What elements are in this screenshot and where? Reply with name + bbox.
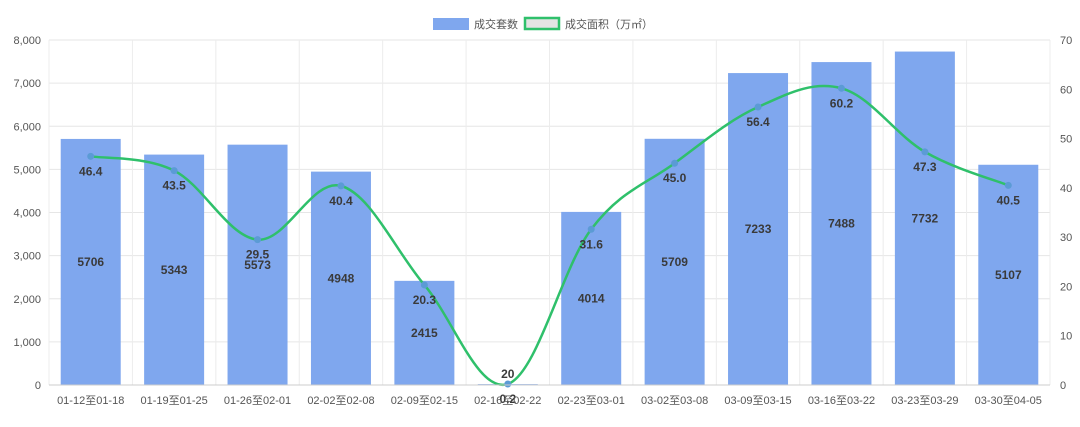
legend-label-line[interactable]: 成交面积（万㎡） <box>565 17 653 31</box>
line-point <box>587 225 595 233</box>
y-right-tick-label: 30 <box>1060 232 1072 244</box>
line-value-label: 20.3 <box>413 293 437 307</box>
bar <box>144 154 205 385</box>
line-point <box>337 182 345 190</box>
line-point <box>837 84 845 92</box>
line-value-label: 31.6 <box>580 237 604 251</box>
bar <box>978 164 1039 385</box>
legend-swatch-bar[interactable] <box>433 18 469 30</box>
bar-value-label: 5706 <box>77 255 104 269</box>
bar <box>60 138 121 385</box>
line-point <box>504 380 512 388</box>
axes: 0 1,000 2,000 3,000 4,000 5,000 6,000 7,000 8,00… <box>13 35 1072 407</box>
x-tick-label: 03-30至04-05 <box>975 395 1042 407</box>
line-value-label: 45.0 <box>663 171 687 185</box>
line-value-label: 40.5 <box>997 193 1021 207</box>
x-tick-label: 02-16至02-22 <box>474 395 541 407</box>
bar-value-label: 5343 <box>161 263 188 277</box>
y-right-tick-label: 40 <box>1060 183 1072 195</box>
bar <box>227 144 288 385</box>
line-value-label: 47.3 <box>913 160 937 174</box>
line-point <box>1004 181 1012 189</box>
y-right-tick-label: 20 <box>1060 281 1072 293</box>
bar-value-label: 2415 <box>411 326 438 340</box>
line-value-label: 0.2 <box>499 392 516 406</box>
data-labels: 5706 5343 5573 4948 2415 20 4014 5709 7233 7488 77… <box>77 96 1022 406</box>
line-point <box>754 103 762 111</box>
line-value-label: 40.4 <box>329 194 353 208</box>
line-value-label: 46.4 <box>79 164 103 178</box>
x-tick-label: 03-02至03-08 <box>641 395 708 407</box>
x-tick-label: 02-23至03-01 <box>558 395 625 407</box>
bar-value-label: 20 <box>501 367 515 381</box>
y-left-tick-label: 7,000 <box>13 78 41 90</box>
line-point <box>671 159 679 167</box>
line-point <box>170 167 178 175</box>
line-series <box>87 84 1012 388</box>
x-tick-label: 01-26至02-01 <box>224 395 291 407</box>
y-right-tick-label: 70 <box>1060 35 1072 47</box>
line-point <box>420 281 428 289</box>
x-tick-label: 03-09至03-15 <box>724 395 791 407</box>
y-left-tick-label: 4,000 <box>13 208 41 220</box>
y-right-tick-label: 0 <box>1060 380 1066 392</box>
bar <box>561 211 622 385</box>
legend-label-bar[interactable]: 成交套数 <box>474 17 518 31</box>
y-left-tick-label: 6,000 <box>13 121 41 133</box>
bar <box>728 73 789 385</box>
bar-value-label: 7233 <box>745 222 772 236</box>
x-tick-label: 01-19至01-25 <box>140 395 207 407</box>
bar <box>394 280 455 385</box>
bar-value-label: 7732 <box>912 211 939 225</box>
x-tick-label: 02-09至02-15 <box>391 395 458 407</box>
line-point <box>87 152 95 160</box>
y-left-tick-label: 8,000 <box>13 35 41 47</box>
bar-value-label: 5573 <box>244 258 271 272</box>
y-left-tick-label: 0 <box>35 380 41 392</box>
bar <box>310 171 371 385</box>
y-right-tick-label: 60 <box>1060 84 1072 96</box>
line-point <box>254 236 262 244</box>
y-right-tick-label: 10 <box>1060 331 1072 343</box>
y-left-tick-label: 3,000 <box>13 251 41 263</box>
x-tick-label: 01-12至01-18 <box>57 395 124 407</box>
bar <box>811 62 872 386</box>
bar-value-label: 5107 <box>995 268 1022 282</box>
line-value-label: 60.2 <box>830 96 854 110</box>
y-left-tick-label: 1,000 <box>13 337 41 349</box>
line-point <box>921 148 929 156</box>
y-right-tick-label: 50 <box>1060 134 1072 146</box>
line-value-label: 29.5 <box>246 248 270 262</box>
bar <box>644 138 705 385</box>
x-tick-label: 03-16至03-22 <box>808 395 875 407</box>
legend[interactable]: 成交套数 成交面积（万㎡） <box>433 16 653 31</box>
y-left-tick-label: 5,000 <box>13 164 41 176</box>
bar-value-label: 4014 <box>578 291 605 305</box>
x-tick-label: 02-02至02-08 <box>307 395 374 407</box>
bar <box>894 51 955 386</box>
x-tick-label: 03-23至03-29 <box>891 395 958 407</box>
bar-series <box>60 51 1039 386</box>
line-value-label: 56.4 <box>746 115 770 129</box>
bar-value-label: 5709 <box>661 255 688 269</box>
line-value-label: 43.5 <box>162 179 186 193</box>
bar-value-label: 4948 <box>328 271 355 285</box>
y-left-tick-label: 2,000 <box>13 294 41 306</box>
legend-swatch-line[interactable] <box>523 16 561 31</box>
bar-value-label: 7488 <box>828 217 855 231</box>
